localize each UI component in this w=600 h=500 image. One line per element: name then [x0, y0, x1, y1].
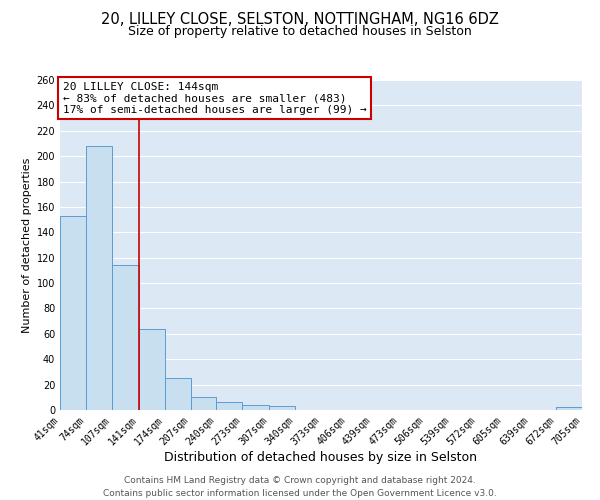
- Bar: [164, 378, 191, 410]
- Bar: [112, 266, 139, 410]
- Bar: [556, 408, 582, 410]
- Bar: [86, 146, 112, 410]
- Bar: [217, 402, 242, 410]
- Bar: [269, 406, 295, 410]
- Text: 20, LILLEY CLOSE, SELSTON, NOTTINGHAM, NG16 6DZ: 20, LILLEY CLOSE, SELSTON, NOTTINGHAM, N…: [101, 12, 499, 28]
- Text: Contains public sector information licensed under the Open Government Licence v3: Contains public sector information licen…: [103, 489, 497, 498]
- Bar: [242, 405, 269, 410]
- Bar: [60, 216, 86, 410]
- Text: Size of property relative to detached houses in Selston: Size of property relative to detached ho…: [128, 25, 472, 38]
- Bar: [139, 329, 164, 410]
- Text: 20 LILLEY CLOSE: 144sqm
← 83% of detached houses are smaller (483)
17% of semi-d: 20 LILLEY CLOSE: 144sqm ← 83% of detache…: [62, 82, 367, 115]
- X-axis label: Distribution of detached houses by size in Selston: Distribution of detached houses by size …: [164, 451, 478, 464]
- Y-axis label: Number of detached properties: Number of detached properties: [22, 158, 32, 332]
- Text: Contains HM Land Registry data © Crown copyright and database right 2024.: Contains HM Land Registry data © Crown c…: [124, 476, 476, 485]
- Bar: [191, 398, 217, 410]
